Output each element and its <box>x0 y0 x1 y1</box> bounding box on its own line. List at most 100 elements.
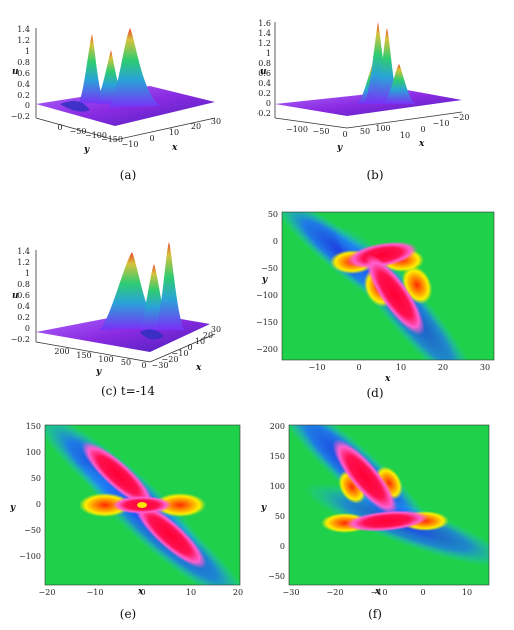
y-tick: 0 <box>141 361 146 370</box>
density-plot-e: 150 100 50 0 −50 −100 −20 −10 0 10 20 y <box>9 422 244 597</box>
y-tick: −100 <box>85 131 107 140</box>
y-tick: −50 <box>261 264 278 273</box>
x-axis-label: x <box>418 139 425 149</box>
y-tick: 100 <box>270 482 285 491</box>
x-tick: 0 <box>420 125 425 134</box>
z-tick: 1.6 <box>258 19 271 28</box>
lump-halo <box>79 493 131 517</box>
y-ticks-b: −100 −50 0 50 100 <box>286 124 391 139</box>
x-tick: −20 <box>39 588 56 597</box>
x-tick: −30 <box>152 361 169 370</box>
z-tick: 0.4 <box>17 80 30 89</box>
y-tick: 50 <box>121 358 131 367</box>
y-tick: −150 <box>257 318 278 327</box>
z-tick: 0 <box>266 99 271 108</box>
z-tick: 0.2 <box>17 91 30 100</box>
y-tick: 100 <box>375 124 390 133</box>
panel-f: 200 150 100 50 0 −50 −30 −20 −10 0 10 y … <box>257 415 514 630</box>
peak-region <box>133 501 207 569</box>
y-tick: 150 <box>270 452 285 461</box>
z-tick: 1 <box>266 49 271 58</box>
y-axis-label: y <box>83 145 90 155</box>
x-tick: 20 <box>191 122 201 131</box>
y-tick: 0 <box>36 500 41 509</box>
peak-region <box>365 254 425 336</box>
caption-e: (e) <box>119 607 137 621</box>
x-axis-label: x <box>171 143 178 153</box>
x-axis-label: x <box>195 363 202 373</box>
x-tick: −30 <box>283 588 300 597</box>
y-axis-label: y <box>261 275 268 285</box>
z-axis-label: u <box>12 291 19 301</box>
y-tick: −50 <box>268 572 285 581</box>
z-tick: −0.2 <box>11 112 30 121</box>
y-tick: 0 <box>57 123 62 132</box>
x-ticks-e: −20 −10 0 10 20 <box>39 588 244 597</box>
z-tick: 0.2 <box>258 89 271 98</box>
x-tick: −20 <box>162 355 179 364</box>
y-tick: 200 <box>270 422 285 431</box>
caption-c: (c) t=-14 <box>100 384 156 398</box>
x-tick: −10 <box>371 588 388 597</box>
soliton-peak <box>100 252 158 330</box>
x-tick: 10 <box>169 128 179 137</box>
x-tick: 0 <box>187 343 192 352</box>
y-ticks-d: 50 0 −50 −100 −150 −200 <box>256 210 278 354</box>
y-tick: −100 <box>257 291 278 300</box>
soliton-peak <box>383 64 415 104</box>
caption-d: (d) <box>366 386 384 400</box>
z-tick: 0.4 <box>17 302 30 311</box>
x-tick: 20 <box>233 588 243 597</box>
y-ticks-c: 200 150 100 50 0 <box>54 347 146 370</box>
x-tick: 30 <box>211 117 221 126</box>
soliton-peak <box>156 242 184 330</box>
x-ticks-a: −10 0 10 20 30 <box>122 117 222 149</box>
x-ticks-d: −10 0 10 20 30 <box>309 363 491 372</box>
soliton-peak <box>78 34 104 104</box>
peak-region <box>346 241 418 269</box>
panel-a: 1.4 1.2 1 0.8 0.6 0.4 0.2 0 −0.2 u 0 −50… <box>0 0 257 195</box>
x-tick: −20 <box>327 588 344 597</box>
peak-region <box>345 510 429 532</box>
density-plot-d: 50 0 −50 −100 −150 −200 −10 0 10 20 30 y… <box>256 210 495 384</box>
z-tick: 0.6 <box>258 69 271 78</box>
z-tick: 0.8 <box>17 58 30 67</box>
z-tick: 1 <box>25 47 30 56</box>
x-tick: −10 <box>172 349 189 358</box>
y-tick: 150 <box>76 351 91 360</box>
trough <box>60 100 90 112</box>
z-tick: 1.4 <box>258 29 271 38</box>
z-axis-label: u <box>12 67 19 77</box>
z-tick: 1.2 <box>17 258 30 267</box>
y-axis-label: y <box>336 143 343 153</box>
y-tick: −50 <box>24 526 41 535</box>
z-tick: 0.8 <box>17 280 30 289</box>
y-tick: 0 <box>280 542 285 551</box>
y-tick: −200 <box>257 345 278 354</box>
z-axis-label: u <box>260 67 267 77</box>
lump-halo <box>154 493 206 517</box>
z-ticks-a: 1.4 1.2 1 0.8 0.6 0.4 0.2 0 −0.2 <box>11 25 30 121</box>
x-tick: −10 <box>433 119 450 128</box>
x-tick: 20 <box>438 363 448 372</box>
x-tick: −10 <box>122 140 139 149</box>
y-tick: −100 <box>286 125 308 134</box>
y-ticks-f: 200 150 100 50 0 −50 <box>268 422 285 581</box>
z-tick: 1 <box>25 269 30 278</box>
z-tick: 0.2 <box>17 313 30 322</box>
y-tick: 0 <box>342 130 347 139</box>
z-tick: 0.8 <box>258 59 271 68</box>
surface-plot-b: 1.6 1.4 1.2 1 0.8 0.6 0.4 0.2 0 −0.2 u −… <box>252 19 470 153</box>
y-tick: 150 <box>26 422 41 431</box>
x-tick: 10 <box>186 588 196 597</box>
z-tick: 1.2 <box>258 39 271 48</box>
surface-plot-a: 1.4 1.2 1 0.8 0.6 0.4 0.2 0 −0.2 u 0 −50… <box>11 25 222 155</box>
y-tick: 100 <box>26 448 41 457</box>
y-tick: −150 <box>101 135 123 144</box>
z-tick: −0.2 <box>11 335 30 344</box>
panel-e: 150 100 50 0 −50 −100 −20 −10 0 10 20 y … <box>0 415 257 630</box>
z-tick: 0.4 <box>258 79 271 88</box>
x-tick: 30 <box>211 325 221 334</box>
surface-plot-c: 1.4 1.2 1 0.8 0.6 0.4 0.2 0 −0.2 u 200 1… <box>11 242 222 377</box>
x-ticks-c: −30 −20 −10 0 10 20 30 <box>152 325 222 370</box>
